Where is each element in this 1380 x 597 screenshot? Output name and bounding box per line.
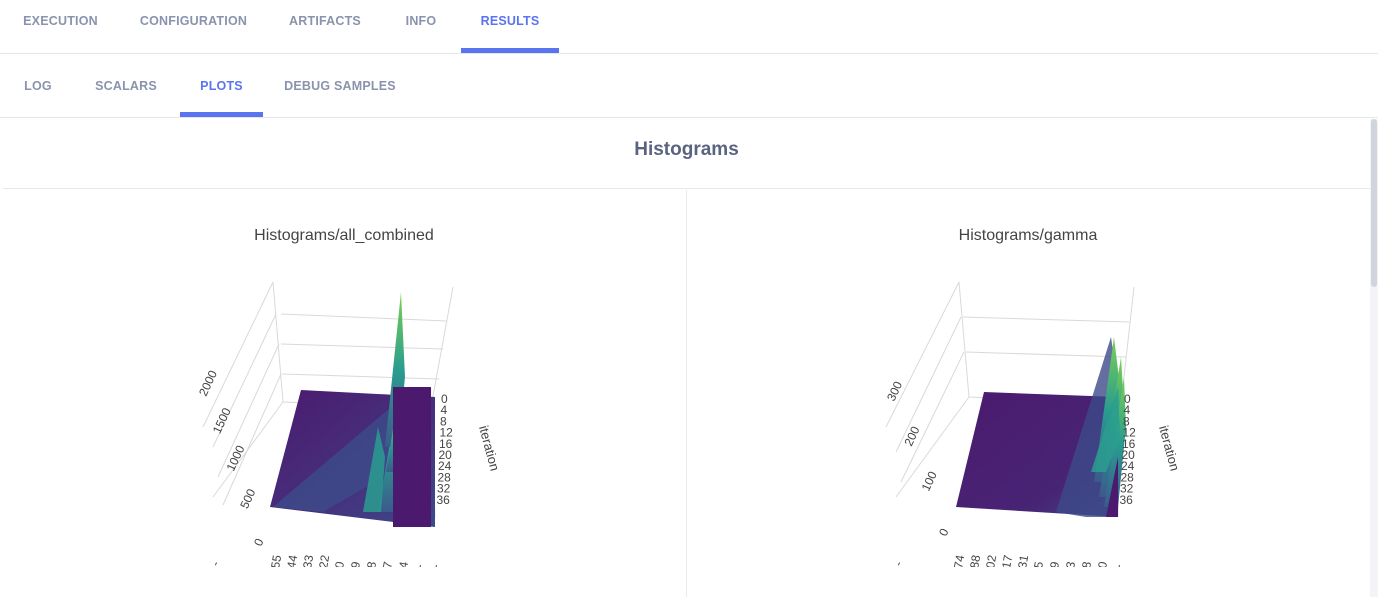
plot-title-gamma: Histograms/gamma	[958, 227, 1098, 244]
y-tick-label: 16	[1122, 437, 1136, 451]
x-tick-label: 4	[396, 560, 411, 567]
y-tick-label: 20	[1122, 448, 1136, 462]
y-tick-label: 36	[1120, 493, 1134, 507]
tab-label: PLOTS	[200, 79, 243, 93]
x-tick-label: 0	[1095, 560, 1110, 567]
x-tick-label: 55	[268, 554, 284, 567]
tab-log[interactable]: LOG	[3, 55, 73, 117]
tab-plots[interactable]: PLOTS	[180, 55, 263, 117]
tab-debug-samples[interactable]: DEBUG SAMPLES	[274, 55, 406, 117]
z-tick-label: -	[208, 559, 222, 567]
tab-label: DEBUG SAMPLES	[284, 79, 396, 93]
z-tick-label: 500	[237, 486, 258, 510]
tab-artifacts[interactable]: ARTIFACTS	[271, 0, 379, 53]
z-tick-label: 2000	[196, 368, 220, 398]
x-tick-label: -	[428, 563, 442, 567]
y-tick-label: 32	[437, 482, 451, 496]
x-tick-label: 17	[999, 554, 1015, 567]
tab-label: LOG	[24, 79, 52, 93]
y-tick-label: 32	[1120, 482, 1134, 496]
x-tick-label: 7	[380, 560, 395, 567]
x-tick-label: 88	[967, 554, 983, 567]
x-tick-label: 02	[983, 554, 999, 567]
tab-label: CONFIGURATION	[139, 14, 248, 28]
y-tick-label: 0	[441, 392, 448, 406]
x-tick-label: 33	[300, 554, 316, 567]
tab-results[interactable]: RESULTS	[461, 0, 559, 53]
y-tick-label: 24	[1121, 459, 1135, 473]
x-tick-label: 8	[1079, 560, 1094, 567]
y-tick-label: 28	[1121, 470, 1135, 484]
x-tick-label: 44	[284, 554, 300, 567]
y-axis-label: iteration	[476, 424, 502, 473]
x-tick-label: 8	[364, 560, 379, 567]
x-tick-label: 31	[1015, 554, 1031, 567]
x-tick-label: 74	[951, 554, 967, 567]
y-tick-label: 28	[438, 470, 452, 484]
surface-spike	[363, 427, 385, 512]
tab-label: INFO	[405, 14, 437, 28]
plot-title-all-combined: Histograms/all_combined	[254, 227, 434, 244]
y-tick-label: 12	[440, 426, 454, 440]
surface-floor-right	[393, 387, 431, 527]
y-tick-label: 4	[441, 403, 448, 417]
tab-label: ARTIFACTS	[289, 14, 361, 28]
vertical-scrollbar[interactable]	[1370, 119, 1378, 597]
y-tick-label: 16	[439, 437, 453, 451]
scrollbar-thumb[interactable]	[1371, 119, 1377, 287]
tab-underline	[461, 48, 559, 53]
tab-label: EXECUTION	[23, 14, 98, 28]
z-tick-label: 300	[884, 379, 905, 403]
surface-ridge	[273, 397, 418, 512]
y-tick-label: 4	[1124, 403, 1131, 417]
plots-panel: Histograms Histograms/all_combined Histo…	[3, 119, 1370, 597]
tab-label: SCALARS	[95, 79, 157, 93]
tab-underline	[180, 112, 263, 117]
z-tick-label: 100	[919, 469, 940, 493]
x-tick-label: -	[1111, 563, 1125, 567]
x-tick-label: 22	[316, 554, 332, 567]
plot-gridlines	[885, 281, 1135, 518]
surface-floor-right	[1106, 457, 1118, 517]
x-tick-label: 9	[1047, 560, 1062, 567]
y-tick-label: 24	[438, 459, 452, 473]
x-tick-label: 9	[348, 560, 363, 567]
top-tab-bar: EXECUTION CONFIGURATION ARTIFACTS INFO R…	[0, 0, 1378, 54]
y-tick-label: 8	[1123, 414, 1130, 428]
tab-scalars[interactable]: SCALARS	[83, 55, 169, 117]
y-axis-label: iteration	[1156, 424, 1182, 473]
z-tick-label: -	[891, 559, 905, 567]
y-tick-label: 0	[1124, 392, 1131, 406]
sub-tab-bar: LOG SCALARS PLOTS DEBUG SAMPLES	[0, 55, 1378, 118]
y-tick-label: 20	[439, 448, 453, 462]
surface-spike	[1091, 387, 1120, 472]
z-tick-label: 0	[251, 536, 267, 548]
plot-divider	[686, 190, 687, 597]
section-title: Histograms	[3, 119, 1370, 189]
x-tick-label: -	[412, 563, 426, 567]
y-tick-label: 12	[1123, 426, 1137, 440]
tab-execution[interactable]: EXECUTION	[3, 0, 118, 53]
x-tick-label: 3	[1063, 560, 1078, 567]
y-tick-label: 36	[437, 493, 451, 507]
z-tick-label: 0	[936, 526, 952, 538]
x-tick-label: 5	[1031, 560, 1046, 567]
x-tick-label: 0	[332, 560, 347, 567]
tab-info[interactable]: INFO	[386, 0, 456, 53]
tab-configuration[interactable]: CONFIGURATION	[121, 0, 266, 53]
tab-label: RESULTS	[480, 14, 540, 28]
y-tick-label: 8	[440, 414, 447, 428]
